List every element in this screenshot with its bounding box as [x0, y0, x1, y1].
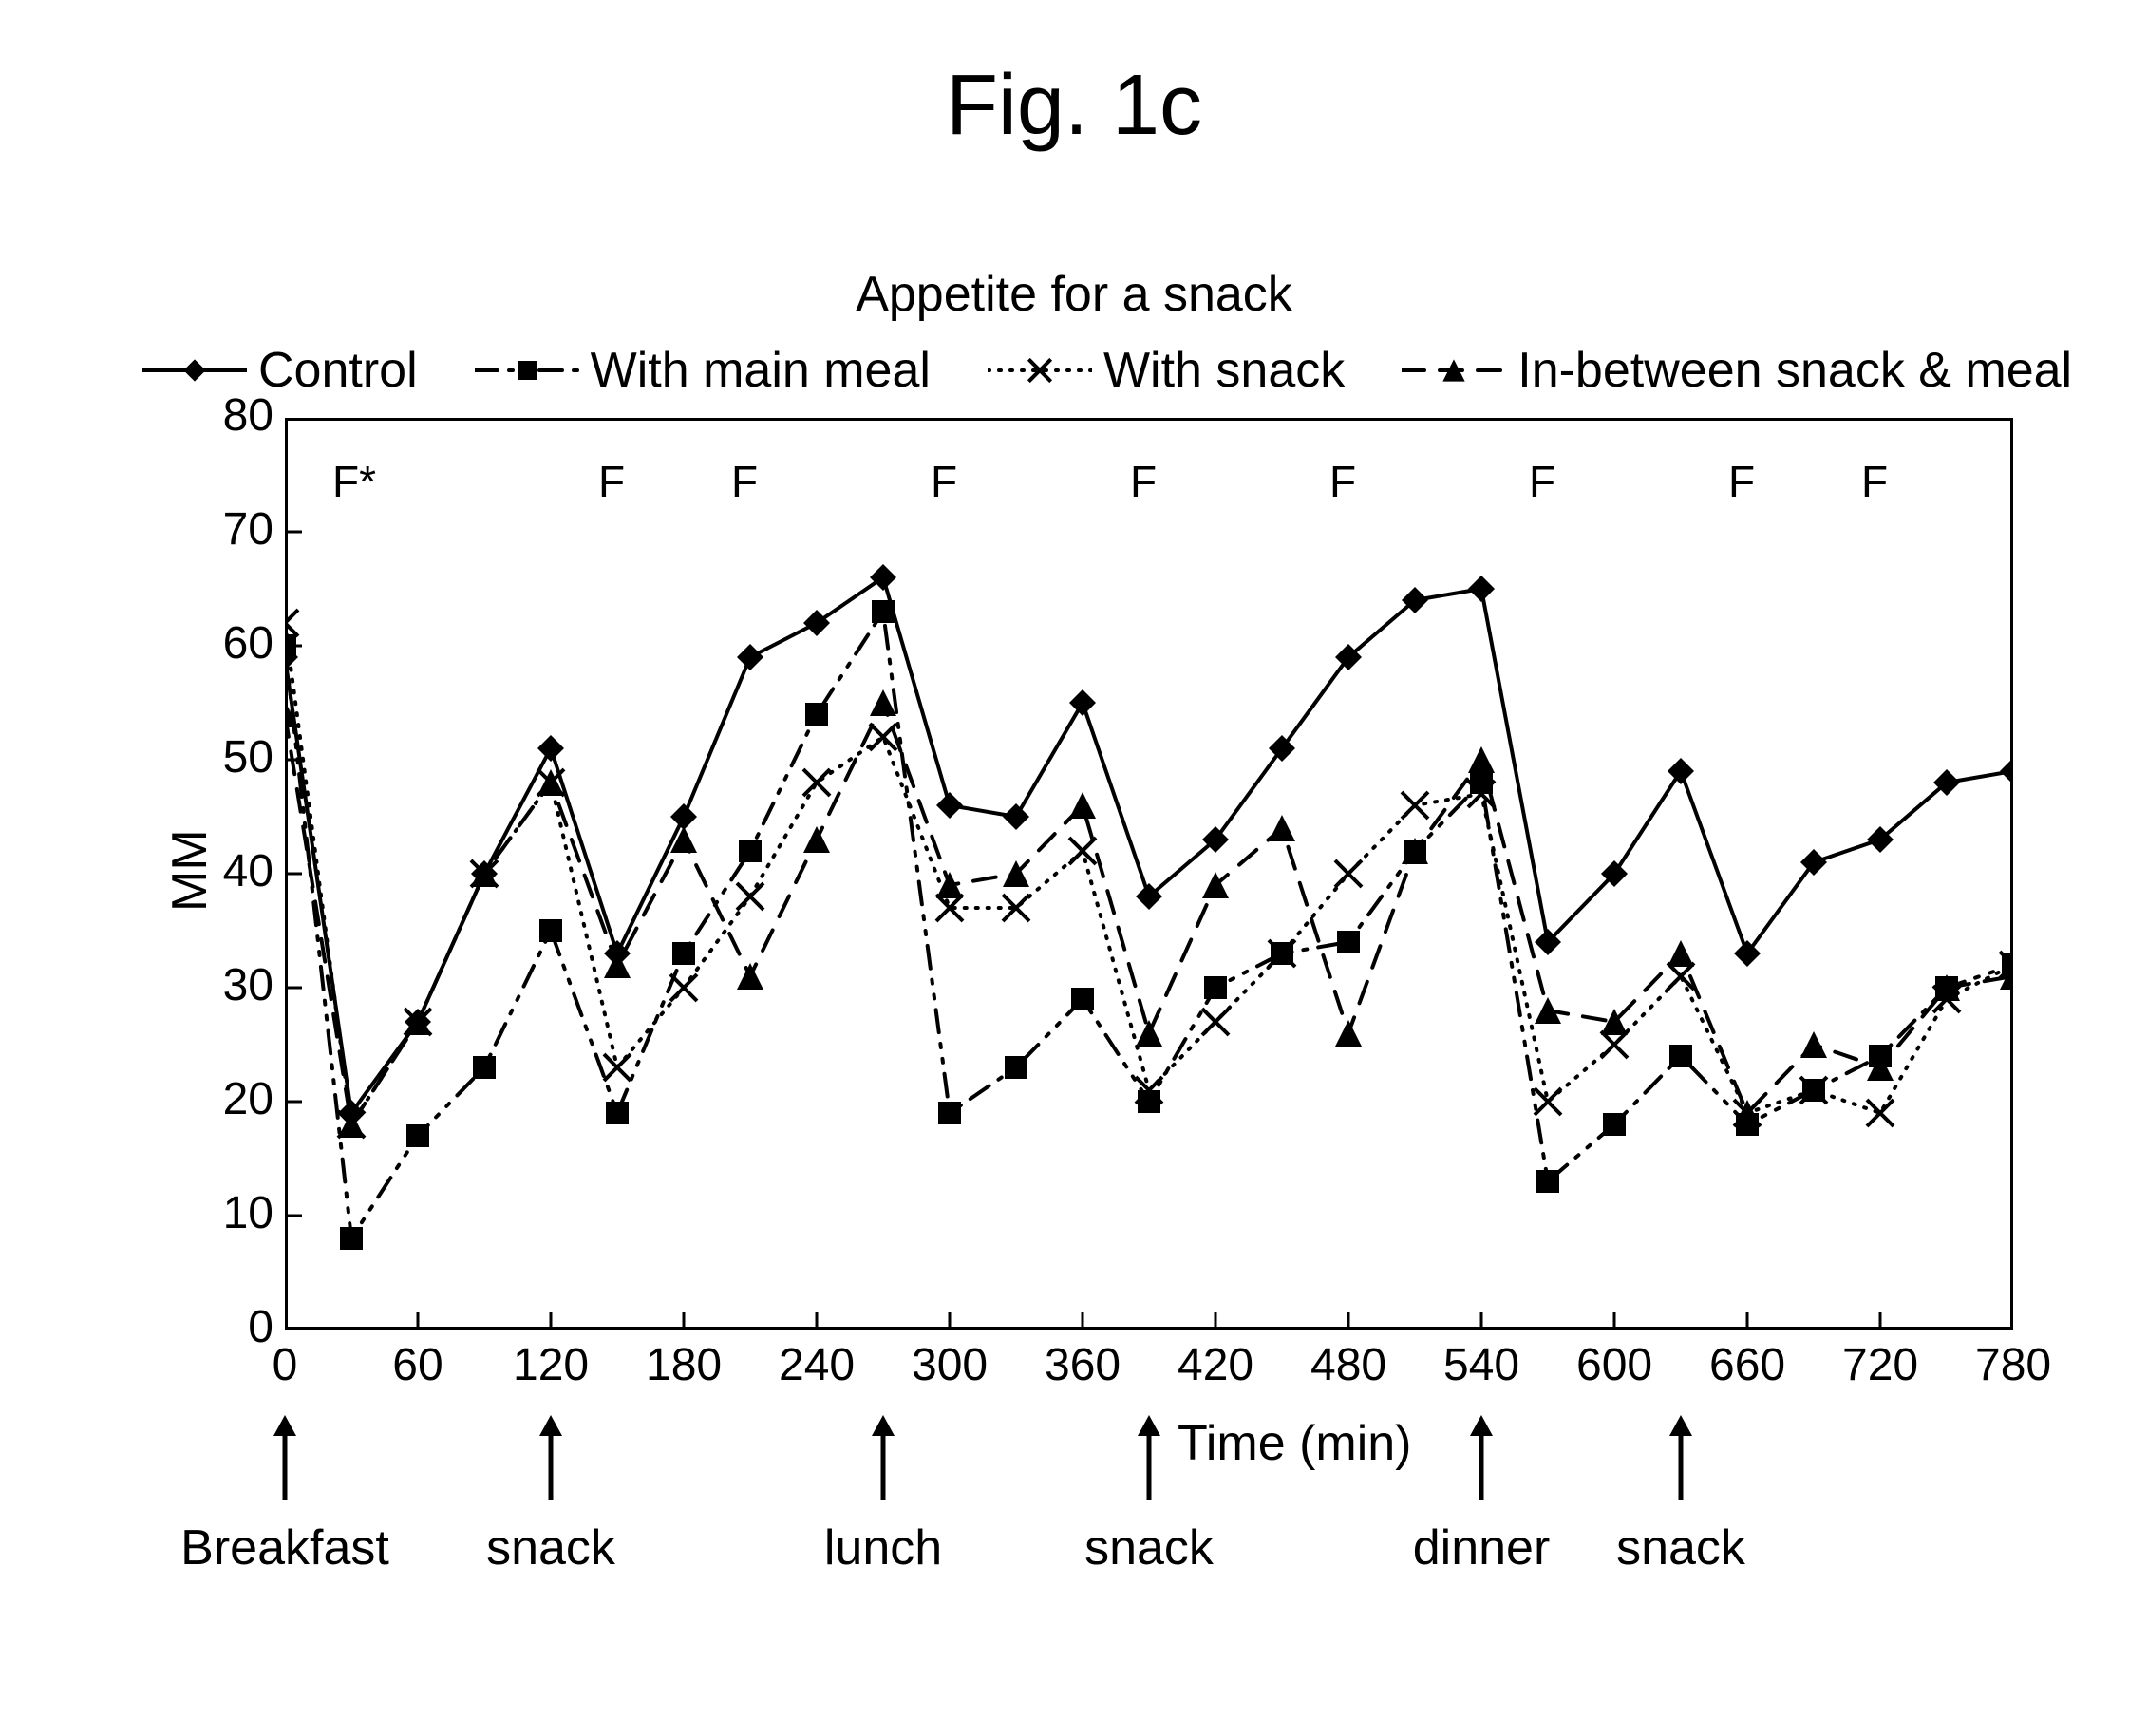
y-tick-label: 10 — [223, 1187, 273, 1239]
x-tick-label: 420 — [1178, 1339, 1253, 1391]
y-axis-label: MM — [161, 829, 218, 912]
f-annotation: F — [1130, 456, 1157, 507]
legend-item: Control — [142, 342, 418, 399]
x-tick-label: 180 — [646, 1339, 722, 1391]
plot-svg — [285, 418, 2013, 1330]
x-tick-label: 780 — [1975, 1339, 2051, 1391]
meal-label: snack — [1557, 1519, 1804, 1576]
legend-label: In-between snack & meal — [1517, 342, 2072, 399]
f-annotation: F — [731, 456, 758, 507]
plot-area — [285, 418, 2013, 1330]
legend-item: In-between snack & meal — [1402, 342, 2072, 399]
f-annotation: F — [1728, 456, 1755, 507]
chart-page: Fig. 1c Appetite for a snack Control With… — [0, 0, 2148, 1736]
legend-label: With main meal — [591, 342, 931, 399]
x-axis-label: Time (min) — [1178, 1415, 1412, 1472]
x-tick-label: 660 — [1709, 1339, 1785, 1391]
legend-label: With snack — [1103, 342, 1345, 399]
meal-arrow-icon — [864, 1415, 902, 1500]
y-tick-label: 0 — [248, 1301, 273, 1353]
x-tick-label: 600 — [1576, 1339, 1652, 1391]
figure-label: Fig. 1c — [0, 57, 2148, 155]
x-tick-label: 300 — [912, 1339, 988, 1391]
legend-item: With main meal — [475, 342, 931, 399]
meal-arrow-icon — [1462, 1415, 1500, 1500]
meal-label: snack — [427, 1519, 674, 1576]
x-tick-label: 480 — [1310, 1339, 1386, 1391]
meal-arrow-icon — [1130, 1415, 1168, 1500]
x-tick-label: 60 — [380, 1339, 456, 1391]
legend-swatch-icon — [988, 351, 1092, 389]
x-tick-label: 120 — [513, 1339, 589, 1391]
f-annotation: F — [931, 456, 957, 507]
y-tick-label: 40 — [223, 845, 273, 897]
legend-swatch-icon — [475, 351, 579, 389]
f-annotation: F — [1329, 456, 1356, 507]
x-tick-label: 240 — [779, 1339, 855, 1391]
legend-item: With snack — [988, 342, 1345, 399]
x-tick-label: 360 — [1045, 1339, 1121, 1391]
meal-arrow-icon — [266, 1415, 304, 1500]
f-annotation: F* — [332, 456, 376, 507]
y-tick-label: 30 — [223, 959, 273, 1011]
x-tick-label: 720 — [1842, 1339, 1918, 1391]
y-tick-label: 50 — [223, 731, 273, 783]
y-tick-label: 80 — [223, 389, 273, 442]
meal-arrow-icon — [532, 1415, 570, 1500]
y-tick-label: 20 — [223, 1073, 273, 1125]
legend-swatch-icon — [142, 351, 247, 389]
f-annotation: F — [1529, 456, 1555, 507]
y-tick-label: 70 — [223, 503, 273, 556]
meal-label: snack — [1026, 1519, 1272, 1576]
f-annotation: F — [1861, 456, 1888, 507]
legend: Control With main meal With snack In-betwee… — [142, 342, 2072, 399]
f-annotation: F — [598, 456, 625, 507]
y-tick-label: 60 — [223, 617, 273, 670]
meal-label: Breakfast — [161, 1519, 408, 1576]
meal-label: lunch — [760, 1519, 1007, 1576]
meal-arrow-icon — [1662, 1415, 1700, 1500]
legend-label: Control — [258, 342, 418, 399]
chart-title: Appetite for a snack — [0, 266, 2148, 323]
legend-swatch-icon — [1402, 351, 1506, 389]
x-tick-label: 540 — [1443, 1339, 1519, 1391]
